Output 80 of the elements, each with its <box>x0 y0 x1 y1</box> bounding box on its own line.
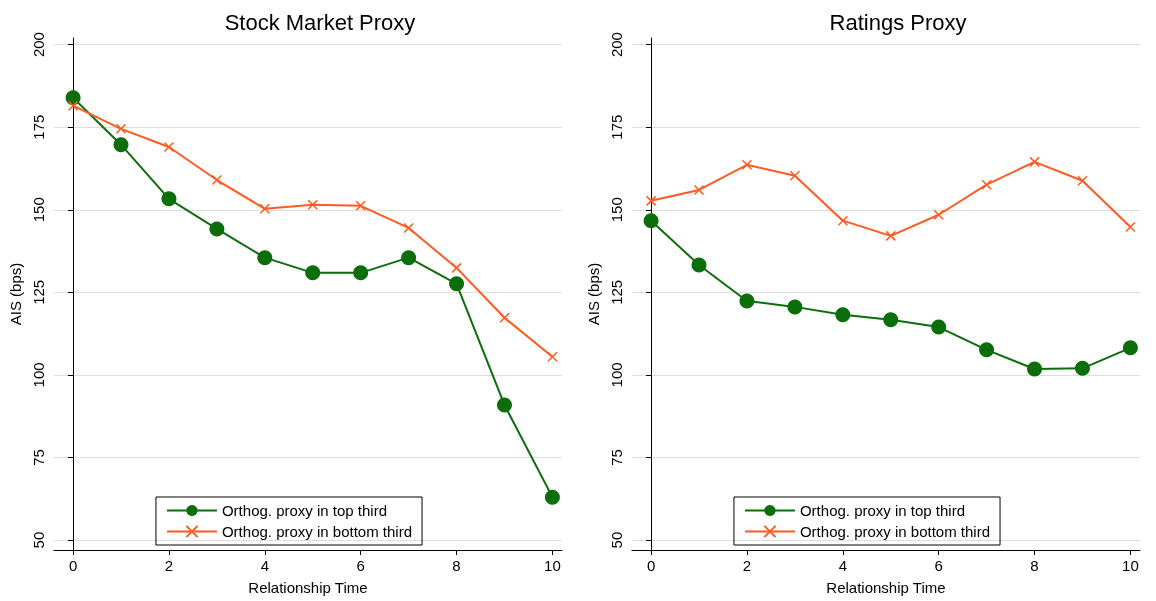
y-tick-label: 50 <box>607 531 625 549</box>
legend-label: Orthog. proxy in top third <box>221 502 388 519</box>
point <box>496 397 512 413</box>
point <box>65 90 81 106</box>
point <box>693 184 705 196</box>
legend-label: Orthog. proxy in bottom third <box>799 523 991 540</box>
point <box>1029 156 1040 168</box>
point <box>933 209 944 220</box>
point <box>739 293 755 309</box>
point <box>1125 221 1136 233</box>
y-tick-label: 150 <box>607 197 625 223</box>
x-axis-title: Relationship Time <box>248 579 368 596</box>
point <box>67 100 79 111</box>
point <box>1027 361 1043 377</box>
point <box>835 307 851 323</box>
point <box>1077 175 1088 186</box>
point <box>979 342 995 358</box>
x-tick-label: 8 <box>1030 557 1039 574</box>
point <box>645 195 657 207</box>
point <box>113 137 129 153</box>
point <box>353 265 369 281</box>
y-tick-label: 175 <box>607 114 625 140</box>
y-tick-label: 150 <box>29 197 47 223</box>
point <box>547 351 558 363</box>
point <box>837 215 849 226</box>
y-tick-label: 100 <box>607 362 625 388</box>
point <box>257 250 273 266</box>
x-tick-label: 0 <box>646 557 656 574</box>
y-tick-label: 175 <box>29 114 47 140</box>
chart-title: Stock Market Proxy <box>224 9 416 35</box>
y-tick-label: 125 <box>607 279 625 305</box>
point <box>403 222 414 234</box>
point <box>981 179 992 190</box>
point <box>544 489 560 505</box>
point <box>1074 360 1090 376</box>
point <box>305 265 321 281</box>
y-tick-label: 75 <box>29 449 47 466</box>
point <box>643 213 659 229</box>
point <box>931 319 947 335</box>
point <box>1122 340 1138 356</box>
point <box>161 191 177 207</box>
y-tick-label: 200 <box>607 32 625 58</box>
point <box>883 312 899 328</box>
x-axis-title: Relationship Time <box>826 579 946 596</box>
legend-label: Orthog. proxy in bottom third <box>221 523 413 540</box>
y-tick-label: 50 <box>29 531 47 549</box>
x-tick-label: 10 <box>1122 557 1139 574</box>
point <box>259 203 271 215</box>
y-axis-title: AIS (bps) <box>585 262 602 326</box>
x-tick-label: 2 <box>742 557 752 574</box>
point <box>401 250 417 266</box>
x-tick-label: 6 <box>356 557 365 574</box>
point <box>211 174 223 186</box>
x-tick-label: 8 <box>452 557 461 574</box>
point <box>741 159 753 171</box>
x-tick-label: 6 <box>934 557 943 574</box>
point <box>789 170 801 181</box>
point <box>307 199 318 211</box>
y-axis-title: AIS (bps) <box>7 262 24 326</box>
point <box>451 262 462 274</box>
point <box>499 312 510 324</box>
point <box>885 230 896 242</box>
y-tick-label: 75 <box>607 449 625 466</box>
x-tick-label: 2 <box>164 557 174 574</box>
y-tick-label: 100 <box>29 362 47 388</box>
point <box>449 276 465 292</box>
point <box>115 123 127 135</box>
x-tick-label: 4 <box>838 557 847 574</box>
x-tick-label: 4 <box>260 557 269 574</box>
point <box>209 221 225 237</box>
x-tick-label: 10 <box>544 557 561 574</box>
point <box>691 257 707 273</box>
y-tick-label: 125 <box>29 279 47 305</box>
x-tick-label: 0 <box>68 557 78 574</box>
point <box>163 141 175 153</box>
point <box>355 200 366 212</box>
chart-title: Ratings Proxy <box>829 9 967 35</box>
legend-label: Orthog. proxy in top third <box>799 502 966 519</box>
point <box>787 299 803 315</box>
y-tick-label: 200 <box>29 32 47 58</box>
